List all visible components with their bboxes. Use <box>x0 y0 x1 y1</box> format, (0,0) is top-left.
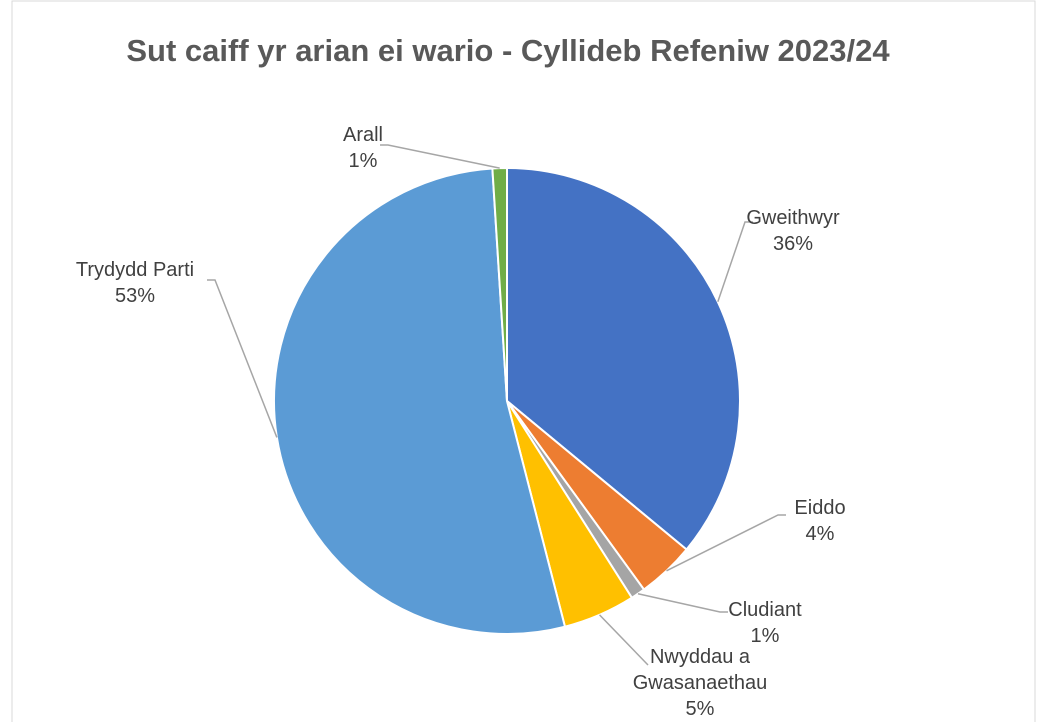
data-label: Cludiant 1% <box>680 597 850 649</box>
pie-slice <box>273 167 567 635</box>
value-label: 1% <box>348 150 378 172</box>
value-label: 1% <box>750 625 780 647</box>
data-label: Eiddo 4% <box>735 495 905 547</box>
leader-line <box>637 592 728 613</box>
value-label: 4% <box>805 523 835 545</box>
data-label: Gweithwyr 36% <box>708 205 878 257</box>
category-label: Trydydd Parti <box>75 259 195 281</box>
leader-line <box>666 514 786 572</box>
category-label: Nwyddau a Gwasanaethau <box>632 646 768 694</box>
pie-slice <box>491 166 508 402</box>
data-label: Arall 1% <box>278 122 448 174</box>
value-label: 5% <box>685 698 715 720</box>
category-label: Cludiant <box>728 599 802 621</box>
leader-line <box>380 144 500 169</box>
data-label: Trydydd Parti 53% <box>50 257 220 309</box>
category-label: Eiddo <box>794 497 846 519</box>
value-label: 53% <box>114 285 156 307</box>
category-label: Arall <box>342 124 383 146</box>
value-label: 36% <box>772 233 814 255</box>
leader-line <box>598 614 649 666</box>
category-label: Gweithwyr <box>746 207 840 229</box>
leader-line <box>207 279 278 438</box>
chart-title: Sut caiff yr arian ei wario - Cyllideb R… <box>126 33 890 68</box>
chart-border <box>11 0 1036 722</box>
leader-line <box>717 221 753 303</box>
data-label: Nwyddau a Gwasanaethau 5% <box>615 644 785 722</box>
